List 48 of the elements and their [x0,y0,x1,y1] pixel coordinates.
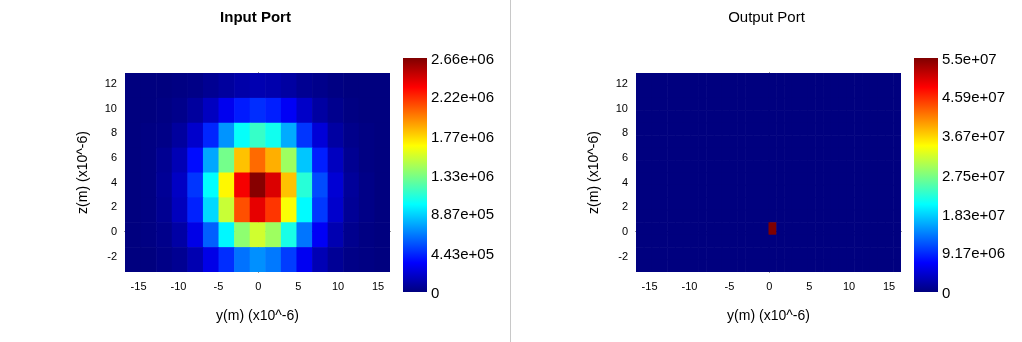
x-tick-label: 0 [766,279,773,292]
color-bar-label: 9.17e+06 [942,244,1005,262]
color-bar-label: 8.87e+05 [431,205,494,223]
color-bar-label: 4.43e+05 [431,244,494,262]
chart-title: Output Port [728,8,806,25]
y-tick-label: 0 [110,225,117,238]
y-tick-label: 2 [110,200,117,213]
color-bar-label: 1.77e+06 [431,127,494,145]
y-tick-label: 10 [104,101,117,114]
x-axis-title: y(m) (x10^-6) [727,307,810,323]
color-bar-label: 2.75e+07 [942,166,1005,184]
y-tick-label: 4 [621,175,628,188]
y-tick-label: 8 [621,126,628,139]
x-tick-label: 10 [842,279,856,292]
x-tick-label: 15 [882,279,896,292]
x-tick-label: 5 [295,279,302,292]
y-axis-title: z(m) (x10^-6) [74,131,90,214]
y-tick-label: 2 [621,200,628,213]
color-bar-label: 4.59e+07 [942,88,1005,106]
y-tick-label: 12 [615,76,628,89]
x-tick-label: -5 [213,279,224,292]
y-tick-label: -2 [618,249,628,262]
y-tick-label: 0 [621,225,628,238]
x-tick-label: 15 [371,279,385,292]
y-tick-label: 12 [104,76,117,89]
x-tick-label: -10 [681,279,698,292]
color-bar-label: 3.67e+07 [942,127,1005,145]
y-tick-label: 4 [110,175,117,188]
y-axis-title: z(m) (x10^-6) [585,131,601,214]
y-tick-label: 8 [110,126,117,139]
chart-title: Input Port [220,8,291,25]
x-tick-label: 0 [255,279,262,292]
color-bar-label: 2.22e+06 [431,88,494,106]
x-tick-label: -5 [724,279,735,292]
x-tick-label: 10 [331,279,345,292]
x-tick-label: -10 [170,279,187,292]
color-bar-label: 5.5e+07 [942,49,997,67]
y-tick-label: 10 [615,101,628,114]
x-axis-title: y(m) (x10^-6) [216,307,299,323]
color-bar-label: 1.83e+07 [942,205,1005,223]
x-tick-label: -15 [130,279,147,292]
x-tick-label: -15 [641,279,658,292]
x-tick-label: 5 [806,279,813,292]
color-bar-label: 2.66e+06 [431,49,494,67]
y-tick-label: -2 [107,249,117,262]
color-bar-label: 1.33e+06 [431,166,494,184]
y-tick-label: 6 [621,151,628,164]
y-tick-label: 6 [110,151,117,164]
